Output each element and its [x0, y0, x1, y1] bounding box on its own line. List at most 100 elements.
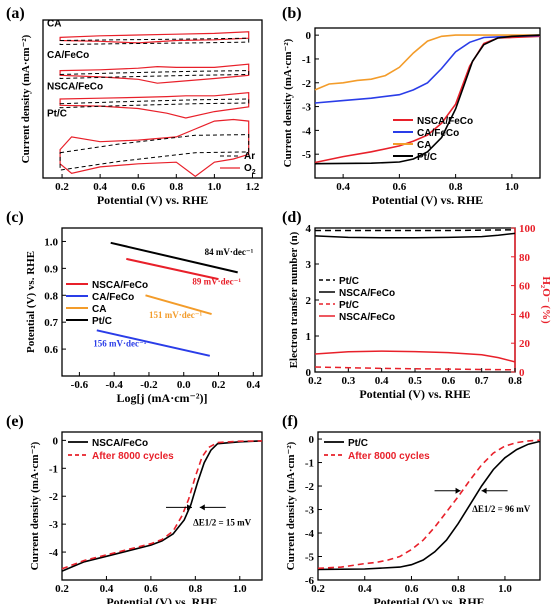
arrow-head: [481, 487, 487, 494]
y-tick-label: -1: [49, 463, 58, 475]
x-tick-label: 0.2: [212, 379, 226, 391]
legend-label: NSCA/FeCo: [339, 312, 395, 323]
y2-tick-label: 100: [519, 223, 536, 235]
y-tick-label: -1: [302, 54, 311, 66]
y-tick-label: 0: [309, 434, 315, 446]
x-tick-label: 1.2: [246, 181, 260, 193]
y-axis-label: Current density (mA·cm⁻²): [282, 38, 294, 167]
lsv-curve: [314, 34, 541, 165]
x-tick-label: 1.0: [233, 583, 247, 595]
x-tick-label: 0.5: [408, 375, 422, 387]
sample-label: CA: [47, 18, 61, 29]
panel-label: (b): [282, 5, 302, 22]
panel-d: (d)0.2 0.3 0.4 0.5 0.6 0.7 0.80123402040608010…: [282, 209, 552, 401]
cv-curve-o2: [59, 31, 250, 44]
panel-label: (c): [6, 209, 24, 226]
panel-e: (e) 0.2 0.4 0.6 0.8 1.0 0 -1 -2 -3 -4 Potential (V)…: [6, 413, 263, 604]
x-tick-label: 0.8: [188, 583, 202, 595]
slope-label: 89 mV·dec⁻¹: [192, 277, 241, 287]
x-tick-label: 0.7: [475, 375, 489, 387]
legend-label: CA/FeCo: [417, 128, 459, 139]
y-tick-label: 3: [306, 259, 312, 271]
y-tick-label: -4: [49, 547, 59, 559]
x-tick-label: 0.4: [93, 181, 107, 193]
x-tick-label: 1.0: [505, 181, 519, 193]
cv-curve-o2: [59, 63, 250, 84]
y-tick-label: 1.0: [44, 236, 58, 248]
slope-label: 151 mV·dec⁻¹: [149, 310, 202, 320]
x-axis-label: Potential (V) vs. RHE: [106, 595, 217, 604]
y-tick-label: 0.9: [44, 263, 58, 275]
panel-label: (f): [282, 413, 298, 430]
x-tick-label: 0.4: [358, 583, 372, 595]
x-tick-label: 0.4: [336, 181, 350, 193]
y2-tick-label: 60: [519, 281, 531, 293]
plot-frame: [61, 431, 263, 581]
y-tick-label: -3: [49, 519, 59, 531]
legend-label: NSCA/FeCo: [339, 288, 395, 299]
y-tick-label: 2: [306, 295, 312, 307]
panel-f: (f) 0.2 0.4 0.6 0.8 1.0 0 -1 -2 -3 -4 -5 -6 Potential…: [282, 413, 541, 604]
arrow-head: [455, 487, 461, 494]
legend-label: CA: [92, 304, 106, 315]
arrow-head: [187, 504, 192, 511]
y-axis-label: Electron transfer number (n): [288, 231, 300, 368]
slope-label: 156 mV·dec⁻¹: [93, 338, 146, 348]
tafel-line: [96, 329, 211, 357]
x-axis-label: Potential (V) vs. RHE: [372, 193, 483, 207]
y-tick-label: 0.6: [44, 344, 58, 356]
y-tick-label: 1: [306, 331, 312, 343]
x-tick-label: 0.8: [451, 583, 465, 595]
legend-label: NSCA/FeCo: [92, 280, 148, 291]
y-axis-label: Potential (V) vs. RHE: [25, 251, 37, 353]
y2-tick-label: 20: [519, 338, 531, 350]
x-tick-label: 0.6: [405, 583, 419, 595]
y-tick-label: -2: [305, 481, 315, 493]
x-tick-label: -0.6: [71, 379, 89, 391]
y-tick-label: 0: [306, 30, 312, 42]
y-tick-label: 0.8: [44, 290, 58, 302]
y-tick-label: -4: [305, 528, 315, 540]
ntx-curve: [314, 366, 516, 371]
ntx-curve: [314, 232, 516, 239]
arrow-head: [199, 504, 205, 511]
legend-label: CA/FeCo: [92, 292, 134, 303]
legend-label: Pt/C: [417, 152, 437, 163]
cv-curve-ar: [59, 134, 250, 171]
legend-label: Pt/C: [92, 316, 112, 327]
x-tick-label: -0.2: [140, 379, 158, 391]
x-tick-label: 0.6: [131, 181, 145, 193]
x-tick-label: 0.6: [144, 583, 158, 595]
legend-label: After 8000 cycles: [92, 451, 174, 462]
legend-label: Pt/C: [339, 300, 359, 311]
cv-curve-ar: [59, 98, 250, 109]
legend-label: Pt/C: [339, 276, 359, 287]
x-tick-label: 0.2: [55, 181, 69, 193]
lsv-curve: [314, 34, 541, 104]
x-tick-label: 0.2: [311, 583, 325, 595]
x-axis-label: Log[j (mA·cm⁻²)]: [117, 391, 208, 405]
x-tick-label: 0.6: [441, 375, 455, 387]
x-tick-label: 0.4: [375, 375, 389, 387]
sample-label: Pt/C: [47, 108, 67, 119]
panel-label: (a): [6, 5, 25, 22]
legend-subscript: 2: [252, 169, 256, 176]
cv-curve-ar: [59, 37, 250, 46]
x-tick-label: 1.0: [208, 181, 222, 193]
x-tick-label: 0.8: [449, 181, 463, 193]
x-axis-label: Potential (V) vs. RHE: [97, 193, 208, 207]
plot-frame: [42, 19, 263, 179]
y2-axis-label: H₂O⁻ (%): [540, 276, 552, 324]
cv-curve-ar: [59, 70, 250, 80]
x-tick-label: 0.3: [341, 375, 355, 387]
x-tick-label: 1.0: [498, 583, 512, 595]
x-tick-label: -0.4: [105, 379, 123, 391]
delta-e-label: ΔE1/2 = 15 mV: [193, 518, 252, 528]
x-tick-label: 0.8: [508, 375, 522, 387]
legend-label: NSCA/FeCo: [92, 438, 148, 449]
y-tick-label: -1: [305, 458, 314, 470]
y-tick-label: 0.7: [44, 317, 58, 329]
stability-curve: [61, 440, 263, 570]
y-tick-label: -5: [305, 552, 315, 564]
sample-label: NSCA/FeCo: [47, 82, 103, 93]
